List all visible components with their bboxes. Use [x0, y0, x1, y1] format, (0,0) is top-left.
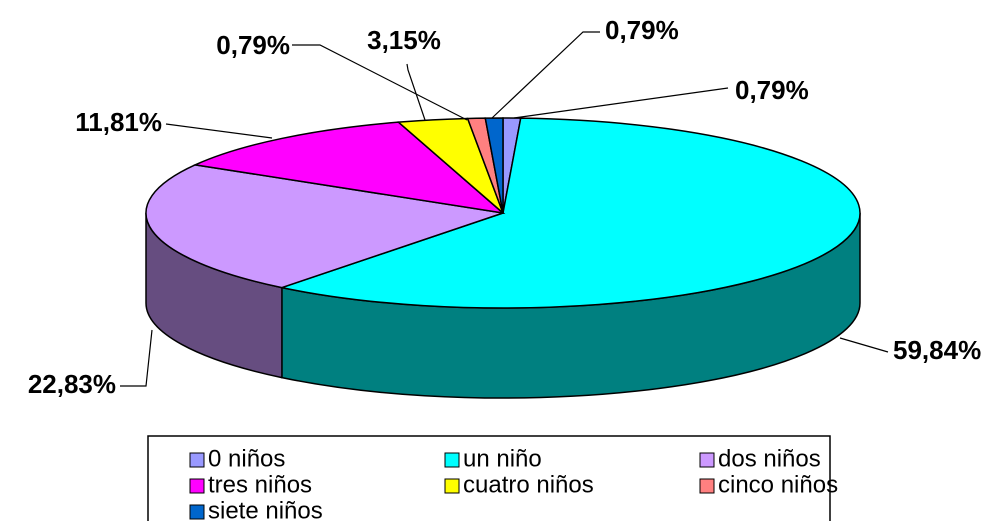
value-label: 0,79%	[735, 75, 809, 105]
leader-line	[491, 31, 600, 119]
slice	[192, 121, 506, 215]
leader-line	[120, 329, 153, 387]
legend-label: tres niños	[208, 471, 312, 498]
legend-label: cuatro niños	[463, 471, 594, 498]
leader-line	[165, 123, 273, 139]
slice	[145, 164, 504, 289]
legend-box	[147, 435, 831, 521]
legend-swatch	[699, 478, 715, 494]
legend-label: 0 niños	[208, 445, 285, 472]
legend-swatch	[699, 452, 715, 468]
legend-swatch	[189, 452, 205, 468]
leader-line	[406, 63, 426, 121]
legend-label: dos niños	[718, 445, 821, 472]
legend-swatch	[189, 478, 205, 494]
value-label: 0,79%	[605, 15, 679, 45]
value-label: 3,15%	[367, 25, 441, 55]
legend-swatch	[444, 478, 460, 494]
legend-label: un niño	[463, 445, 542, 472]
slice	[279, 117, 861, 309]
legend-label: siete niños	[208, 497, 323, 521]
leader-line	[839, 337, 889, 353]
legend-swatch	[444, 452, 460, 468]
value-label: 0,79%	[216, 30, 290, 60]
slice	[484, 117, 504, 214]
value-label: 22,83%	[28, 369, 116, 399]
leader-line	[513, 87, 729, 119]
value-label: 59,84%	[893, 335, 981, 365]
leader-line	[292, 44, 468, 121]
legend-swatch	[189, 504, 205, 520]
value-label: 11,81%	[75, 107, 162, 137]
legend-label: cinco niños	[718, 471, 838, 498]
